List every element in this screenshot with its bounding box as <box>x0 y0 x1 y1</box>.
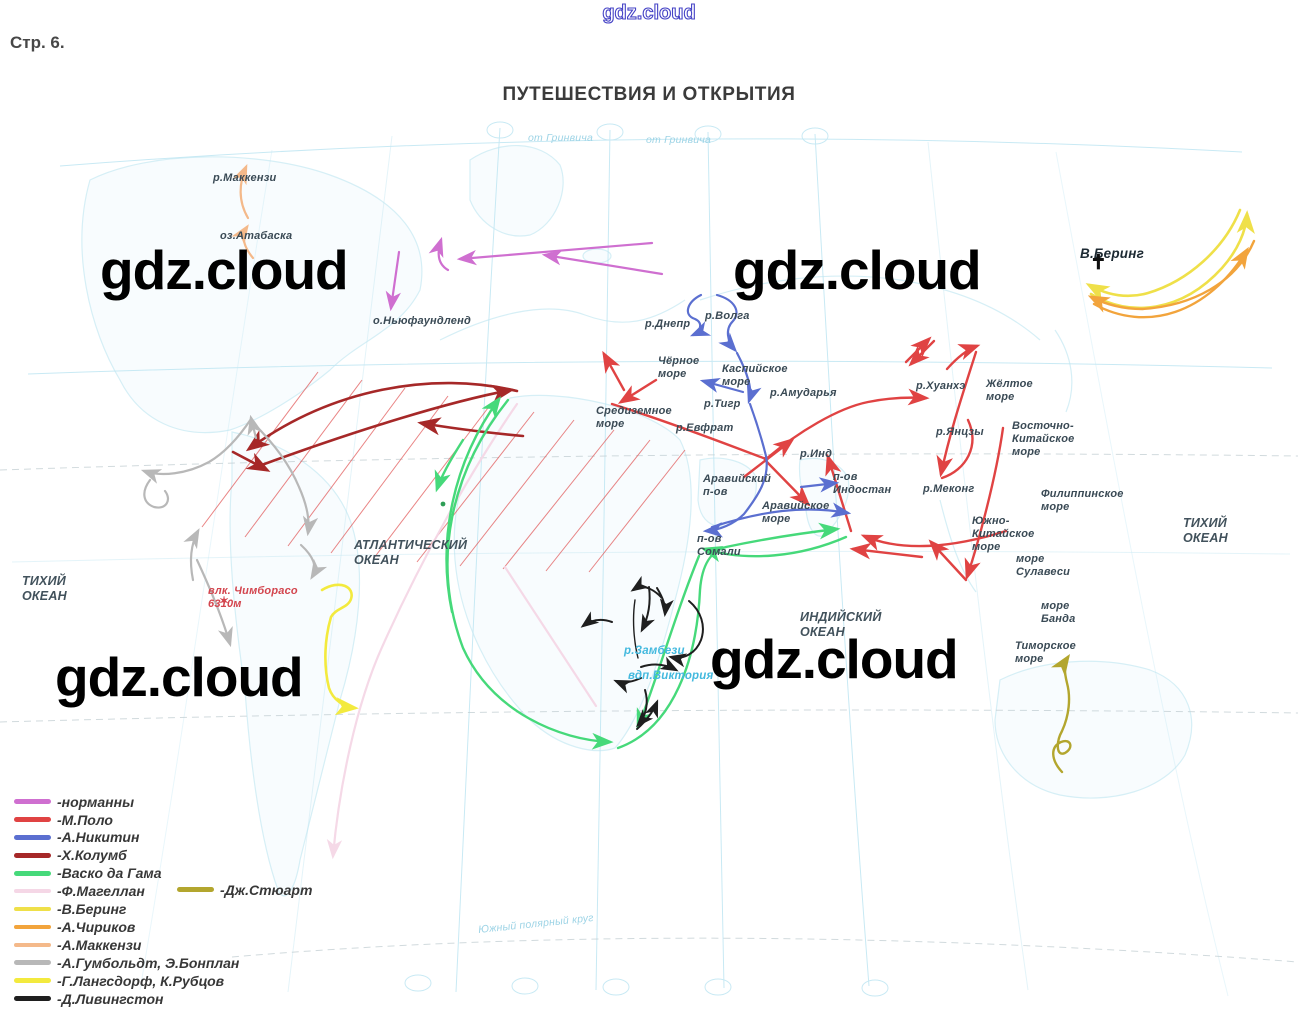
watermark-top: gdz.cloud <box>602 1 696 24</box>
legend-label: -Х.Колумб <box>57 847 127 864</box>
route-polo <box>602 336 1008 582</box>
watermark-large: gdz.cloud <box>55 646 304 708</box>
legend-item-mackenzie: -А.Маккензи <box>14 936 334 953</box>
legend-swatch-nikitin <box>14 835 51 840</box>
legend-item-chirikov: -А.Чириков <box>14 918 334 935</box>
legend-column-2: -Дж.Стюарт <box>177 881 313 901</box>
route-magellan <box>326 402 598 860</box>
legend-item-bering: -В.Беринг <box>14 901 334 918</box>
watermark-large: gdz.cloud <box>100 239 349 301</box>
route-humboldt <box>140 414 328 648</box>
legend-swatch-bering <box>14 906 51 912</box>
legend-label: -Г.Лангсдорф, К.Рубцов <box>57 972 225 989</box>
legend-item-columbus: -Х.Колумб <box>14 847 334 864</box>
legend-item-nikitin: -А.Никитин <box>14 829 334 846</box>
route-junction-dot <box>440 501 446 507</box>
route-normanny <box>385 236 664 312</box>
legend-column-1: -норманны -М.Поло -А.Никитин -Х.Колумб -Васк… <box>14 793 334 1007</box>
legend-swatch-chirikov <box>14 924 51 930</box>
legend-label: -Васко да Гама <box>57 865 162 882</box>
watermark-large: gdz.cloud <box>710 628 959 690</box>
route-livingstone <box>580 575 704 730</box>
legend-swatch-columbus <box>14 853 51 858</box>
legend-swatch-vasco <box>14 871 51 876</box>
route-chirikov <box>1087 239 1256 319</box>
legend-label: -А.Никитин <box>57 829 140 846</box>
legend-swatch-stuart <box>177 887 214 892</box>
legend-item-normanny: -норманны <box>14 793 334 810</box>
route-bering <box>1085 208 1255 310</box>
watermark-large: gdz.cloud <box>733 239 982 301</box>
route-nikitin <box>686 293 852 538</box>
legend-label: -В.Беринг <box>57 901 127 918</box>
page-number-label: Стр. 6. <box>10 33 65 52</box>
legend-label: -норманны <box>57 793 135 810</box>
route-stuart <box>1051 654 1072 774</box>
legend-label: -А.Маккензи <box>57 936 142 953</box>
legend-label: -А.Чириков <box>57 918 136 935</box>
legend-item-polo: -М.Поло <box>14 811 334 828</box>
legend-label: -Дж.Стюарт <box>220 881 313 898</box>
legend-item-magellan: -Ф.Магеллан <box>14 883 334 900</box>
legend-item-humboldt: -А.Гумбольдт, Э.Бонплан <box>14 954 334 971</box>
route-langsdorf <box>320 583 359 716</box>
route-mackenzie <box>231 163 255 260</box>
map-legend: -норманны -М.Поло -А.Никитин -Х.Колумб -Васк… <box>14 793 334 1010</box>
legend-swatch-langsdorf <box>14 978 51 983</box>
legend-item-livingstone: -Д.Ливингстон <box>14 990 334 1007</box>
continents <box>81 144 1193 897</box>
legend-swatch-polo <box>14 817 51 822</box>
legend-swatch-humboldt <box>14 960 51 965</box>
legend-item-vasco: -Васко да Гама <box>14 865 334 882</box>
legend-item-stuart: -Дж.Стюарт <box>177 881 313 898</box>
legend-label: -А.Гумбольдт, Э.Бонплан <box>57 954 240 971</box>
legend-swatch-livingstone <box>14 996 51 1001</box>
legend-label: -Ф.Магеллан <box>57 883 145 900</box>
legend-swatch-mackenzie <box>14 942 51 948</box>
page-title: ПУТЕШЕСТВИЯ И ОТКРЫТИЯ <box>502 84 796 105</box>
legend-label: -Д.Ливингстон <box>57 990 164 1007</box>
graticule <box>11 121 1291 997</box>
legend-item-langsdorf: -Г.Лангсдорф, К.Рубцов <box>14 972 334 989</box>
route-columbus <box>231 381 525 472</box>
legend-label: -М.Поло <box>57 811 113 828</box>
legend-swatch-magellan <box>14 888 51 894</box>
legend-swatch-normanny <box>14 799 51 804</box>
